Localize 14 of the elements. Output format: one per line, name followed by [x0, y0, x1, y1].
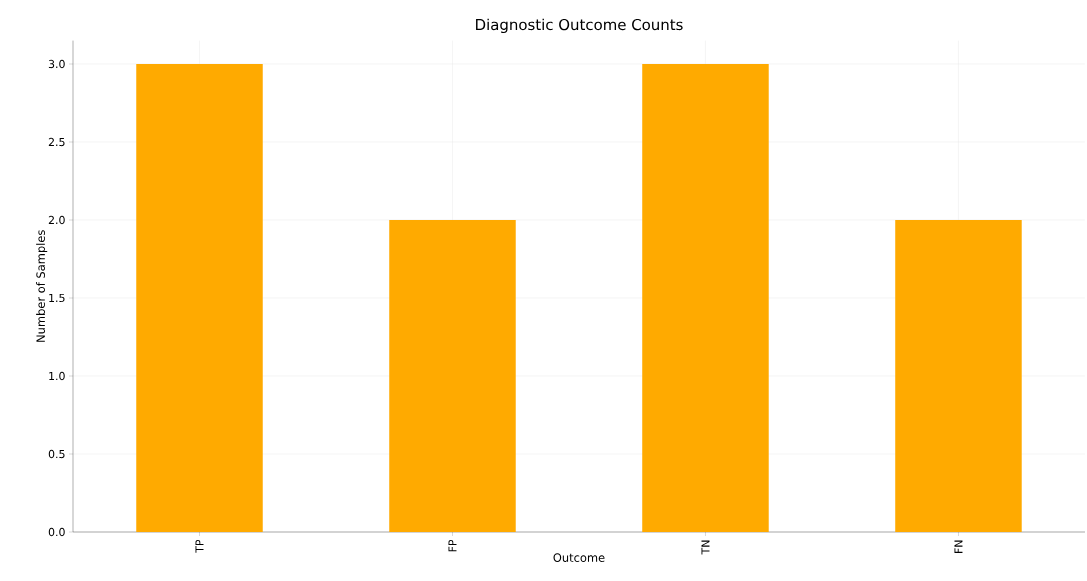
y-tick-label: 3.0 [48, 59, 65, 69]
y-tick-label: 1.0 [49, 371, 65, 381]
y-tick-label: 0.5 [48, 449, 65, 459]
x-tick-label: TP [195, 539, 204, 553]
x-axis-title: Outcome [553, 553, 605, 562]
chart-title: Diagnostic Outcome Counts [476, 18, 683, 34]
x-tick-label: TN [701, 540, 710, 555]
y-tick-label: 1.5 [49, 293, 65, 303]
y-tick-label: 0.0 [48, 527, 65, 537]
y-tick-label: 2.5 [48, 137, 65, 147]
x-tick-label: FP [448, 539, 457, 552]
y-tick-label: 2.0 [48, 215, 65, 225]
x-tick-label: FN [954, 540, 963, 553]
y-axis-title: Number of Samples [36, 230, 48, 342]
